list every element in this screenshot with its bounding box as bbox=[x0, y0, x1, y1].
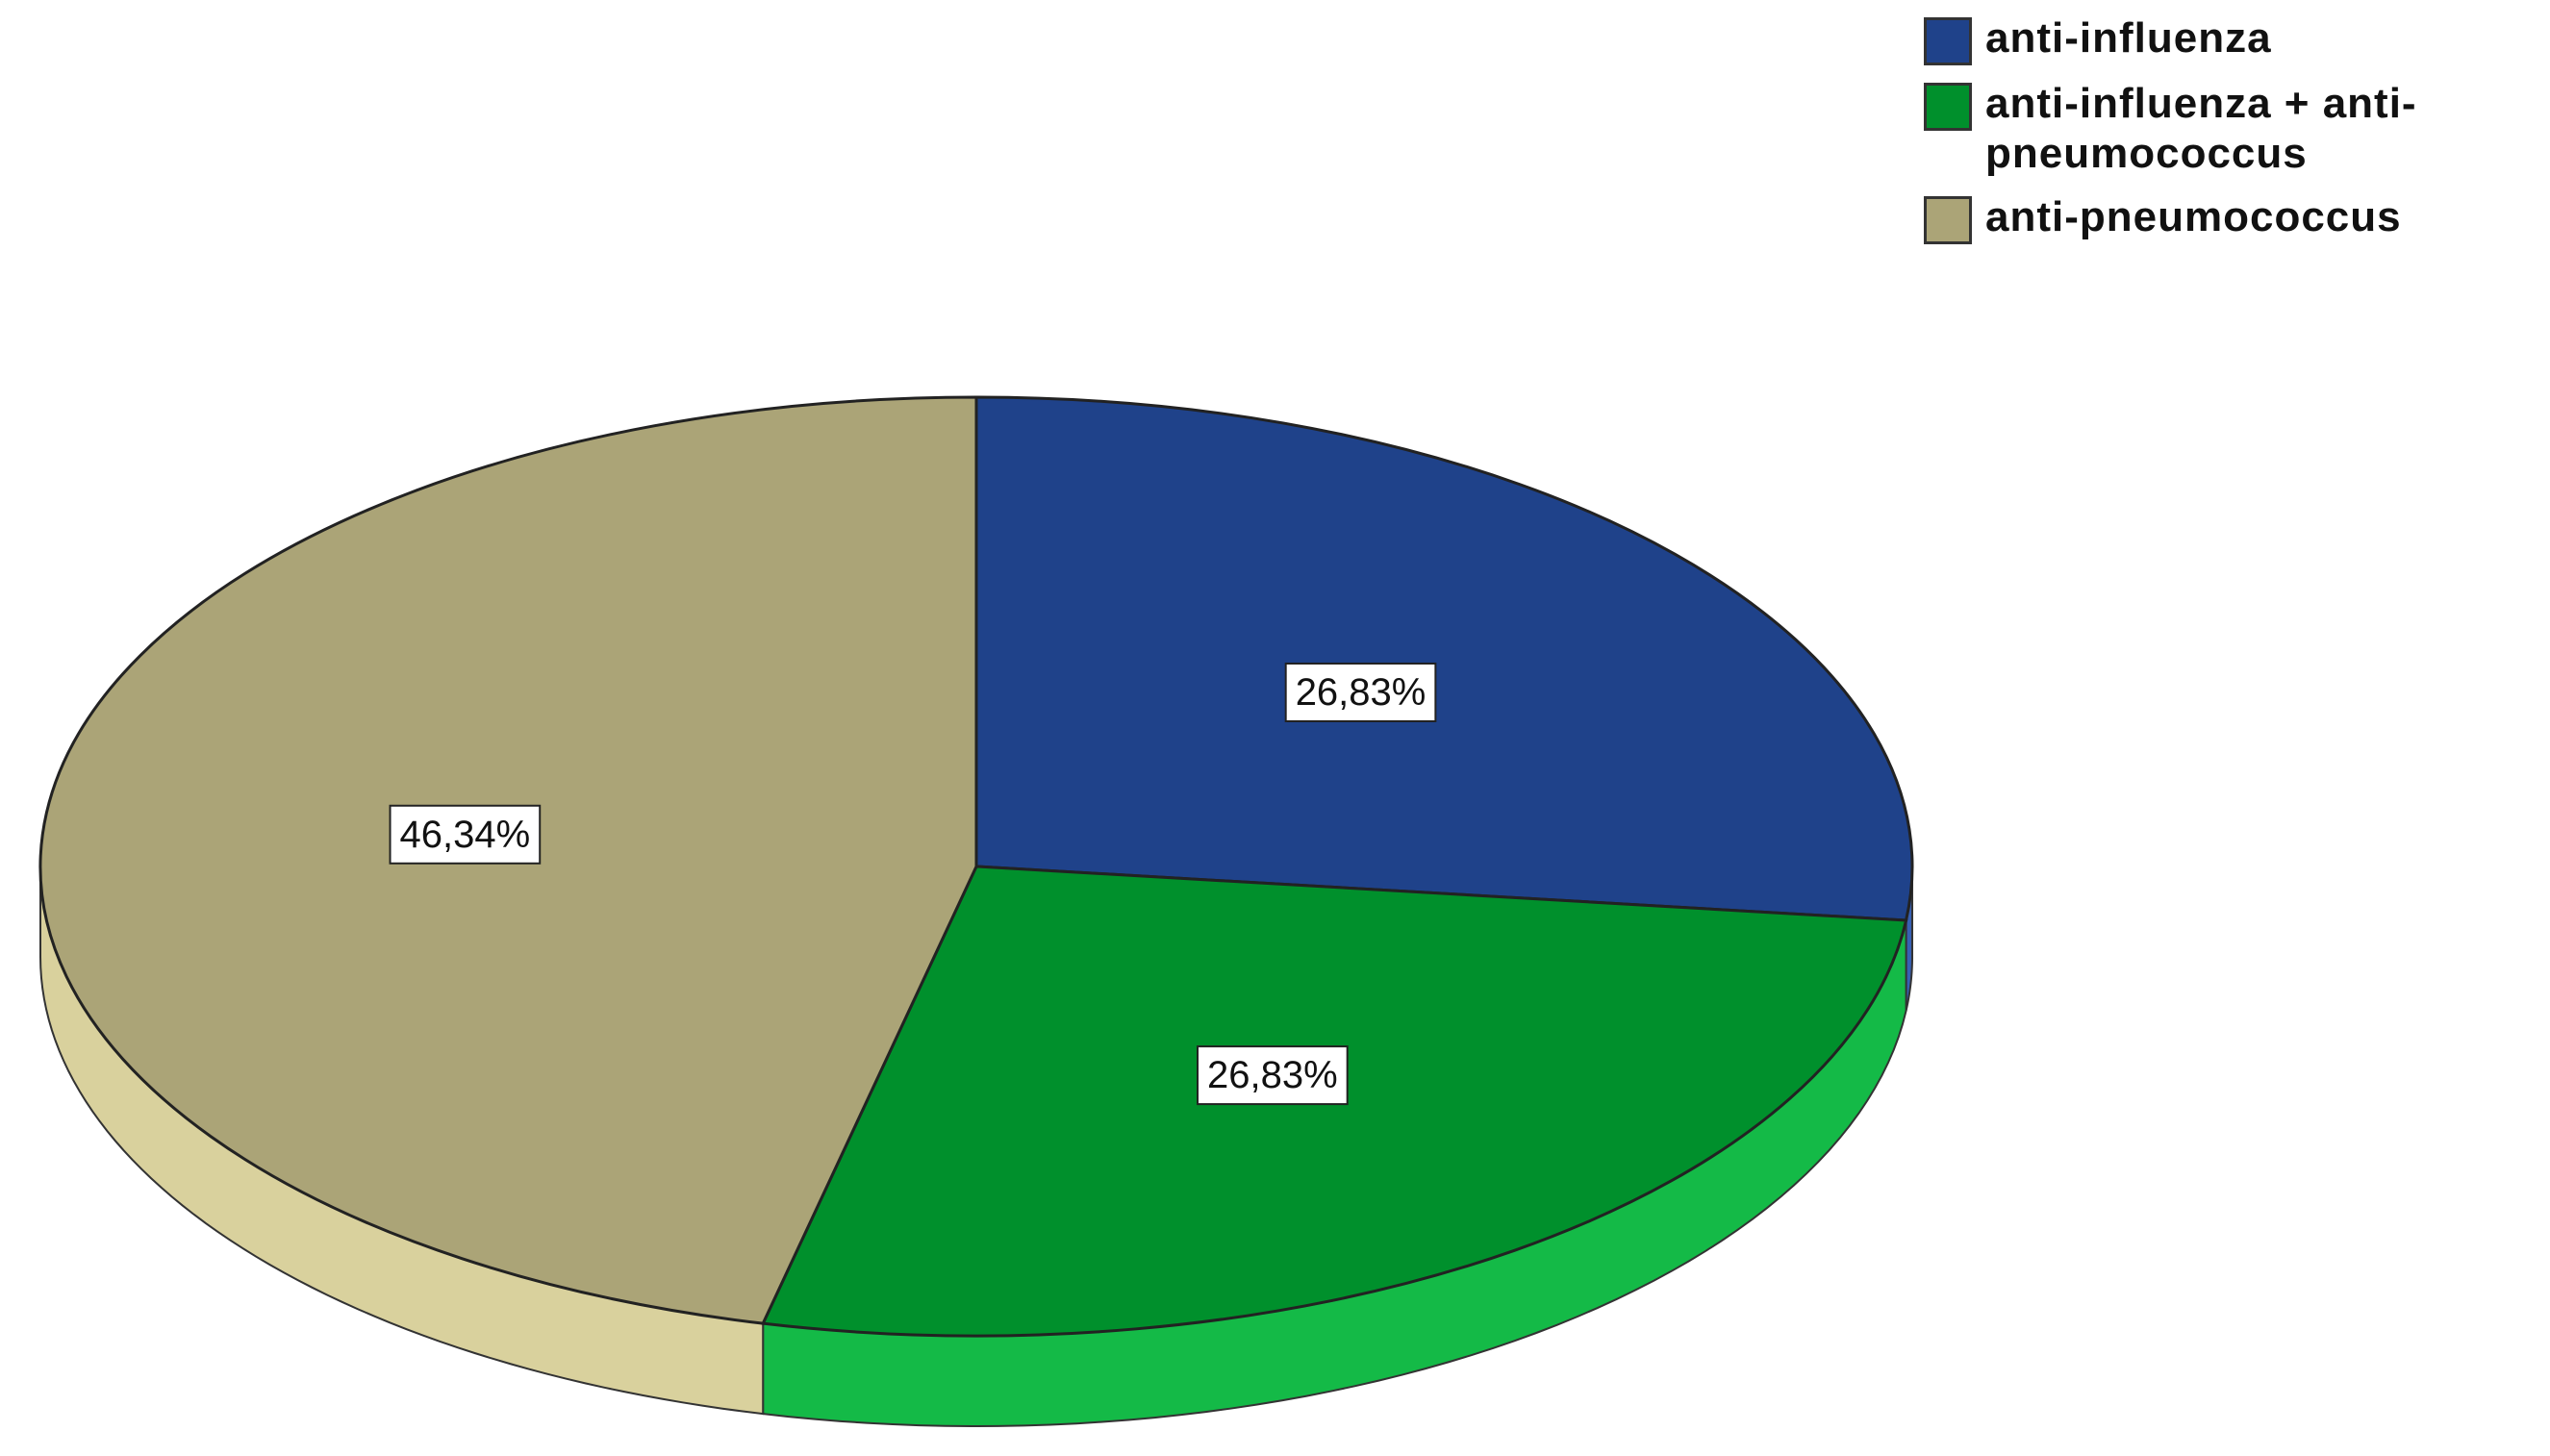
legend-item: anti-influenza bbox=[1924, 13, 2534, 65]
data-label: 26,83% bbox=[1284, 662, 1437, 722]
data-label: 26,83% bbox=[1197, 1045, 1349, 1106]
label-box bbox=[1284, 662, 1437, 722]
legend-label: anti-influenza + anti-pneumococcus bbox=[1985, 80, 2417, 177]
data-label: 46,34% bbox=[389, 804, 542, 865]
label-box bbox=[1197, 1045, 1349, 1106]
legend-item: anti-influenza + anti-pneumococcus bbox=[1924, 79, 2534, 179]
label-text: 26,83% bbox=[1296, 671, 1426, 714]
legend-label: anti-pneumococcus bbox=[1985, 193, 2402, 240]
legend-item: anti-pneumococcus bbox=[1924, 192, 2534, 244]
legend-swatch bbox=[1924, 17, 1972, 65]
legend-label: anti-influenza bbox=[1985, 14, 2272, 62]
pie-slice bbox=[974, 395, 1914, 922]
legend: anti-influenza anti-influenza + anti-pneu… bbox=[1924, 13, 2534, 258]
legend-swatch bbox=[1924, 83, 1972, 131]
label-text: 46,34% bbox=[400, 814, 531, 856]
legend-swatch bbox=[1924, 196, 1972, 244]
label-text: 26,83% bbox=[1207, 1054, 1338, 1096]
label-box bbox=[389, 804, 542, 865]
